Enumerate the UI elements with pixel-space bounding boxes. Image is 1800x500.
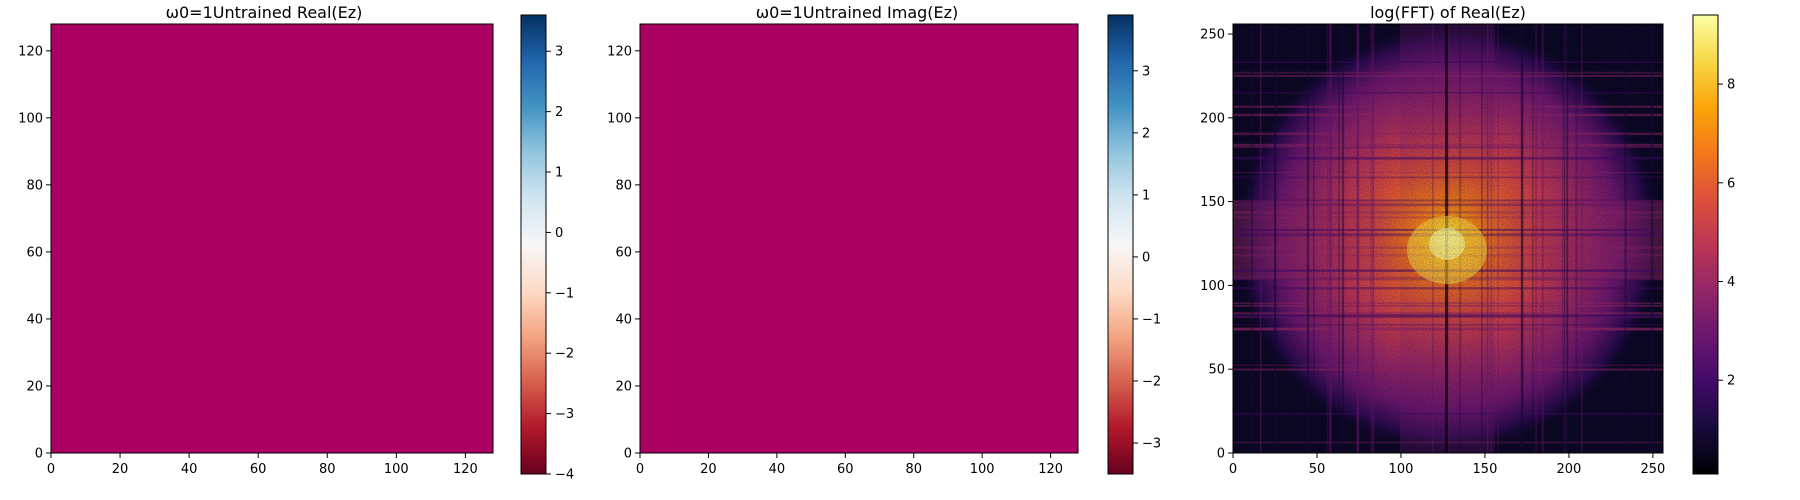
y-tick-label: 0 <box>35 447 43 462</box>
y-tick-label: 60 <box>26 245 43 260</box>
x-tick-label: 80 <box>319 462 336 477</box>
colorbar <box>1108 15 1133 474</box>
colorbar <box>1693 15 1718 474</box>
colorbar-tick-label: −3 <box>1142 436 1161 451</box>
colorbar-frame <box>520 14 547 475</box>
x-tick-label: 40 <box>181 462 198 477</box>
colorbar-tick-label: 2 <box>555 105 563 120</box>
plot-frame <box>50 23 494 454</box>
x-tick-label: 200 <box>1557 462 1582 477</box>
colorbar-tick-label: 1 <box>555 166 563 181</box>
heatmap-log-fft <box>1233 24 1663 453</box>
y-tick-label: 40 <box>615 312 632 327</box>
colorbar-tick-label: −4 <box>555 468 574 483</box>
y-tick-label: 120 <box>607 44 632 59</box>
x-tick-label: 100 <box>1389 462 1414 477</box>
colorbar-tick-label: 0 <box>1142 250 1150 265</box>
panel-log-fft: log(FFT) of Real(Ez) 0 50 100 150 200 250 0 50 1… <box>1200 3 1735 477</box>
axis-ticks: 0 20 40 60 80 100 120 0 20 40 60 80 100 120 <box>607 44 1063 477</box>
colorbar-tick-label: 2 <box>1142 126 1150 141</box>
panel-real-ez: ω0=1Untrained Real(Ez) 0 20 40 60 80 100 12002… <box>18 3 574 483</box>
y-tick-label: 100 <box>607 111 632 126</box>
y-tick-label: 150 <box>1200 195 1225 210</box>
plot-frame <box>639 23 1079 454</box>
axis-ticks: 0 50 100 150 200 250 0 50 100 150 200 250 <box>1200 28 1665 477</box>
panel-imag-ez: ω0=1Untrained Imag(Ez) 0 20 40 60 80 100 12002… <box>607 3 1161 477</box>
x-tick-label: 100 <box>970 462 995 477</box>
y-tick-label: 50 <box>1208 363 1225 378</box>
y-tick-label: 40 <box>26 312 43 327</box>
colorbar-tick-label: 0 <box>555 226 563 241</box>
colorbar-tick-label: 3 <box>1142 64 1150 79</box>
x-tick-label: 0 <box>1229 462 1237 477</box>
y-tick-label: 20 <box>26 379 43 394</box>
x-tick-label: 20 <box>112 462 129 477</box>
x-tick-label: 40 <box>769 462 786 477</box>
colorbar-tick-label: 6 <box>1727 176 1735 191</box>
y-tick-label: 60 <box>615 245 632 260</box>
colorbar-tick-label: −2 <box>1142 374 1161 389</box>
colorbar-tick-label: 2 <box>1727 374 1735 389</box>
y-tick-label: 0 <box>1217 447 1225 462</box>
colorbar-frame <box>1692 14 1719 475</box>
x-tick-label: 20 <box>700 462 717 477</box>
colorbar-tick-label: −3 <box>555 407 574 422</box>
x-tick-label: 120 <box>453 462 478 477</box>
x-tick-label: 100 <box>384 462 409 477</box>
colorbar-tick-label: 4 <box>1727 275 1735 290</box>
panel-title: ω0=1Untrained Imag(Ez) <box>756 3 959 22</box>
y-tick-label: 120 <box>18 44 43 59</box>
colorbar-ticks: 3 2 1 0 −1 −2 −3 <box>1133 64 1161 451</box>
x-tick-label: 120 <box>1038 462 1063 477</box>
heatmap-imag-ez <box>640 24 1078 453</box>
colorbar <box>521 15 546 474</box>
colorbar-tick-label: −1 <box>1142 312 1161 327</box>
colorbar-tick-label: 3 <box>555 45 563 60</box>
panel-title: log(FFT) of Real(Ez) <box>1370 3 1526 22</box>
y-tick-label: 100 <box>1200 279 1225 294</box>
colorbar-ticks: 8 6 4 2 <box>1718 78 1735 389</box>
panel-title: ω0=1Untrained Real(Ez) <box>166 3 363 22</box>
colorbar-ticks: 3 2 1 0 −1 −2 −3 −4 <box>546 45 574 483</box>
y-tick-label: 80 <box>615 178 632 193</box>
x-tick-label: 150 <box>1473 462 1498 477</box>
colorbar-frame <box>1107 14 1134 475</box>
heatmap-real-ez <box>51 24 493 453</box>
y-tick-label: 0 <box>624 447 632 462</box>
y-tick-label: 20 <box>615 379 632 394</box>
y-tick-label: 200 <box>1200 111 1225 126</box>
x-tick-label: 80 <box>905 462 922 477</box>
x-tick-label: 60 <box>837 462 854 477</box>
x-tick-label: 0 <box>47 462 55 477</box>
y-tick-label: 100 <box>18 111 43 126</box>
x-tick-label: 50 <box>1309 462 1326 477</box>
y-tick-label: 80 <box>26 178 43 193</box>
x-tick-label: 0 <box>636 462 644 477</box>
y-tick-label: 250 <box>1200 28 1225 43</box>
x-tick-label: 60 <box>250 462 267 477</box>
colorbar-tick-label: −1 <box>555 286 574 301</box>
colorbar-tick-label: 8 <box>1727 78 1735 93</box>
colorbar-tick-label: 1 <box>1142 188 1150 203</box>
plot-frame <box>1232 23 1664 454</box>
axis-ticks: 0 20 40 60 80 100 120 0 20 40 60 80 100 120 <box>18 44 478 477</box>
colorbar-tick-label: −2 <box>555 347 574 362</box>
x-tick-label: 250 <box>1641 462 1666 477</box>
